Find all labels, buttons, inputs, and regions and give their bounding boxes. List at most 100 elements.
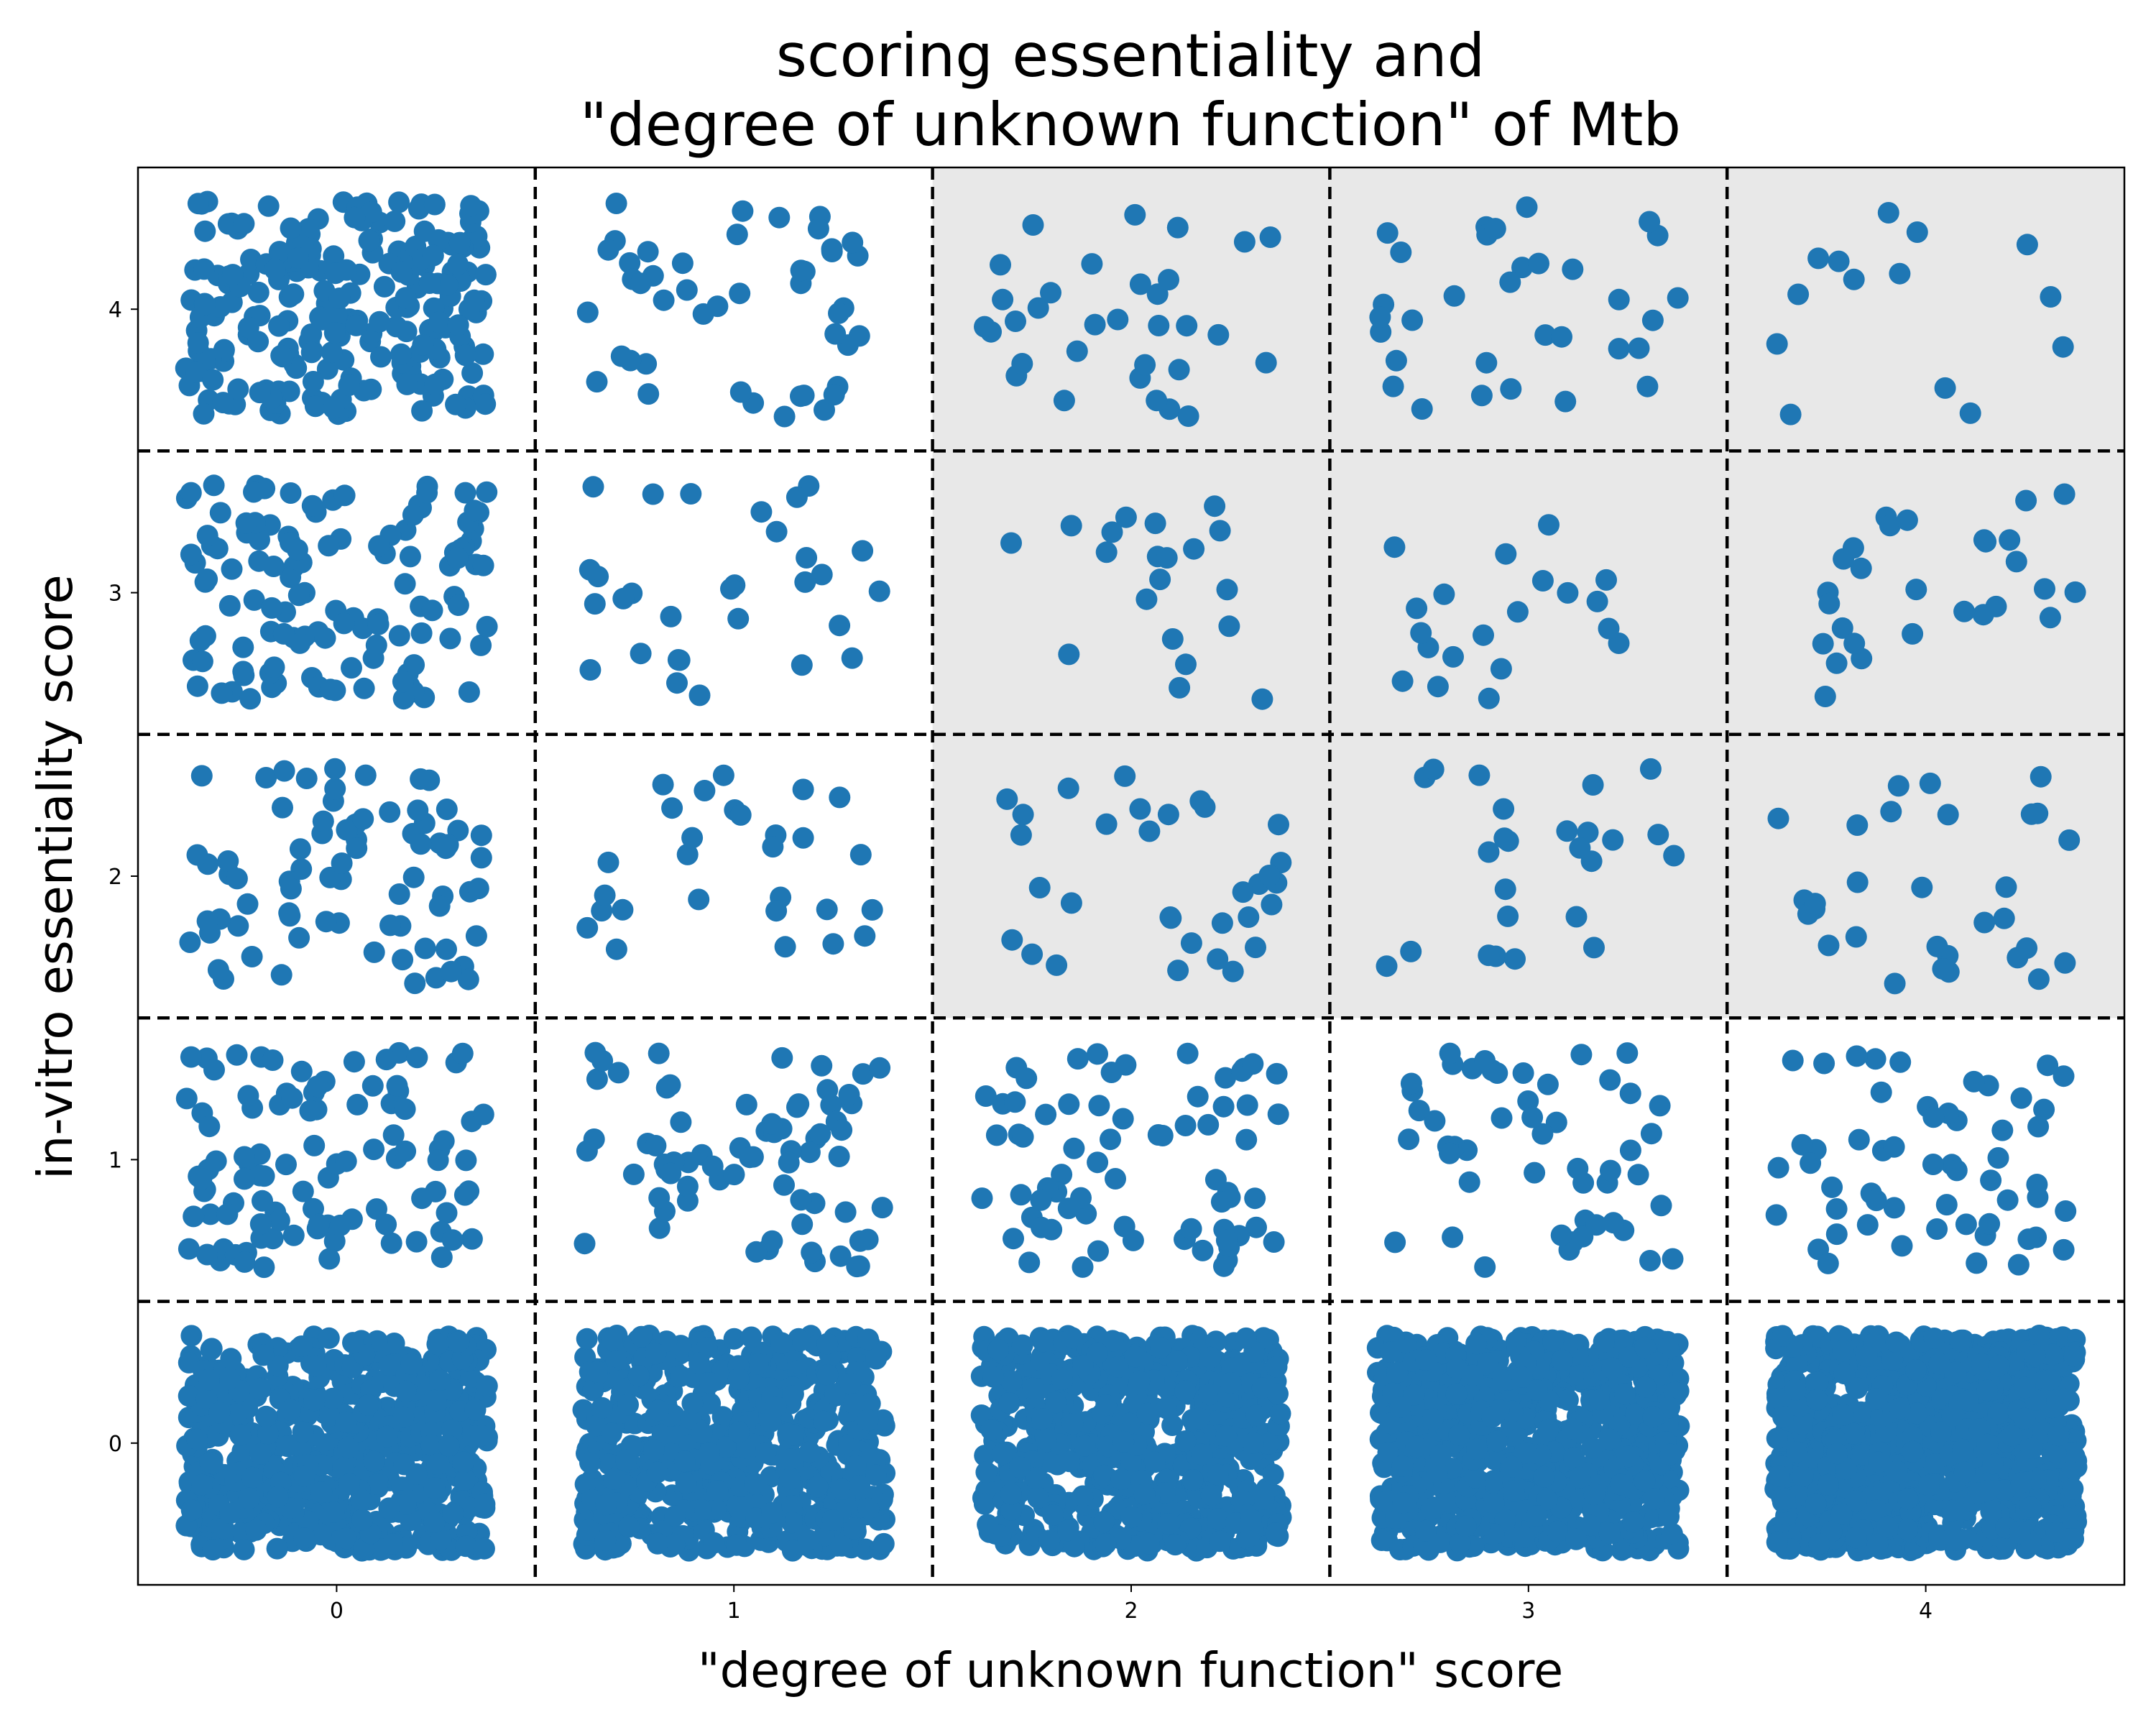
data-point — [618, 1516, 640, 1538]
data-point — [1768, 1465, 1790, 1487]
data-point — [1011, 1334, 1033, 1356]
data-point — [1585, 1214, 1608, 1236]
data-point — [1240, 1448, 1262, 1471]
data-point — [1232, 881, 1254, 903]
data-point — [1767, 1156, 1789, 1179]
data-point — [470, 1425, 492, 1447]
data-point — [773, 1174, 795, 1196]
data-point — [454, 344, 476, 367]
data-point — [360, 201, 382, 223]
data-point — [1420, 1497, 1442, 1519]
data-point — [1923, 1328, 1945, 1349]
data-point — [1426, 1461, 1448, 1484]
highlighted-cells — [932, 167, 2124, 1018]
data-point — [1391, 670, 1414, 692]
data-point — [1251, 1377, 1273, 1399]
data-point — [1022, 1377, 1044, 1399]
data-point — [341, 657, 362, 679]
data-point — [1215, 1067, 1237, 1089]
data-point — [1382, 375, 1404, 397]
data-point — [2039, 607, 2061, 629]
data-point — [405, 1463, 428, 1485]
data-point — [1245, 1404, 1268, 1427]
data-point — [1830, 1503, 1853, 1525]
data-point — [1531, 570, 1554, 592]
data-point — [1967, 1482, 1989, 1504]
data-point — [1856, 1214, 1879, 1236]
data-point — [218, 594, 241, 617]
data-point — [1010, 1184, 1032, 1206]
data-point — [1843, 632, 1866, 655]
data-point — [1168, 359, 1190, 381]
data-point — [263, 656, 285, 678]
data-point — [1786, 1441, 1808, 1463]
data-point — [987, 1339, 1010, 1361]
data-point — [1876, 1516, 1899, 1538]
data-point — [1072, 1485, 1094, 1507]
data-point — [573, 1233, 596, 1255]
data-point — [694, 780, 716, 801]
data-point — [335, 1150, 357, 1172]
data-point — [1627, 1164, 1649, 1186]
data-point — [350, 1489, 372, 1511]
data-point — [857, 1328, 880, 1351]
data-point — [1846, 1377, 1869, 1399]
data-point — [1429, 1531, 1452, 1553]
data-point — [1926, 935, 1948, 957]
data-point — [1551, 326, 1572, 348]
data-point — [243, 589, 265, 611]
data-point — [2045, 1522, 2068, 1543]
data-point — [221, 264, 244, 286]
data-point — [346, 1093, 369, 1116]
data-point — [447, 253, 469, 275]
data-point — [386, 1075, 408, 1097]
data-point — [975, 1461, 998, 1484]
data-point — [1663, 845, 1685, 867]
data-point — [1209, 1530, 1231, 1552]
data-point — [185, 361, 208, 383]
data-point — [216, 1203, 239, 1225]
data-point — [1586, 590, 1608, 612]
data-point — [1390, 242, 1412, 263]
data-point — [1114, 765, 1136, 787]
data-point — [1537, 1418, 1560, 1440]
data-point — [447, 594, 469, 616]
data-point — [778, 1151, 800, 1174]
data-point — [1408, 1100, 1430, 1122]
data-point — [209, 502, 231, 524]
data-point — [2053, 483, 2076, 505]
data-point — [774, 936, 796, 958]
data-point — [1490, 658, 1512, 680]
data-point — [1233, 231, 1256, 253]
data-point — [318, 1327, 340, 1349]
data-point — [252, 1344, 275, 1366]
data-point — [304, 395, 326, 418]
data-point — [268, 315, 290, 337]
data-point — [1634, 1376, 1657, 1398]
data-point — [1988, 1355, 2010, 1377]
data-point — [1528, 252, 1549, 275]
data-point — [729, 804, 752, 826]
data-point — [1504, 948, 1526, 970]
data-point — [318, 1405, 341, 1427]
data-point — [1144, 512, 1166, 535]
data-point — [1639, 1250, 1661, 1271]
data-point — [1012, 1126, 1034, 1148]
data-point — [1963, 1070, 1985, 1092]
data-point — [1766, 1531, 1788, 1553]
data-point — [1238, 1526, 1260, 1548]
data-point — [1411, 398, 1433, 420]
data-point — [603, 1468, 625, 1490]
data-point — [1499, 271, 1521, 293]
data-point — [211, 682, 233, 704]
data-point — [472, 1103, 494, 1126]
data-point — [1265, 1522, 1287, 1544]
data-point — [1538, 514, 1560, 536]
data-point — [622, 1163, 645, 1185]
data-point — [280, 482, 302, 504]
data-point — [337, 1437, 359, 1459]
data-point — [175, 1087, 198, 1110]
data-point — [219, 1502, 241, 1524]
y-tick-label: 4 — [109, 298, 122, 323]
